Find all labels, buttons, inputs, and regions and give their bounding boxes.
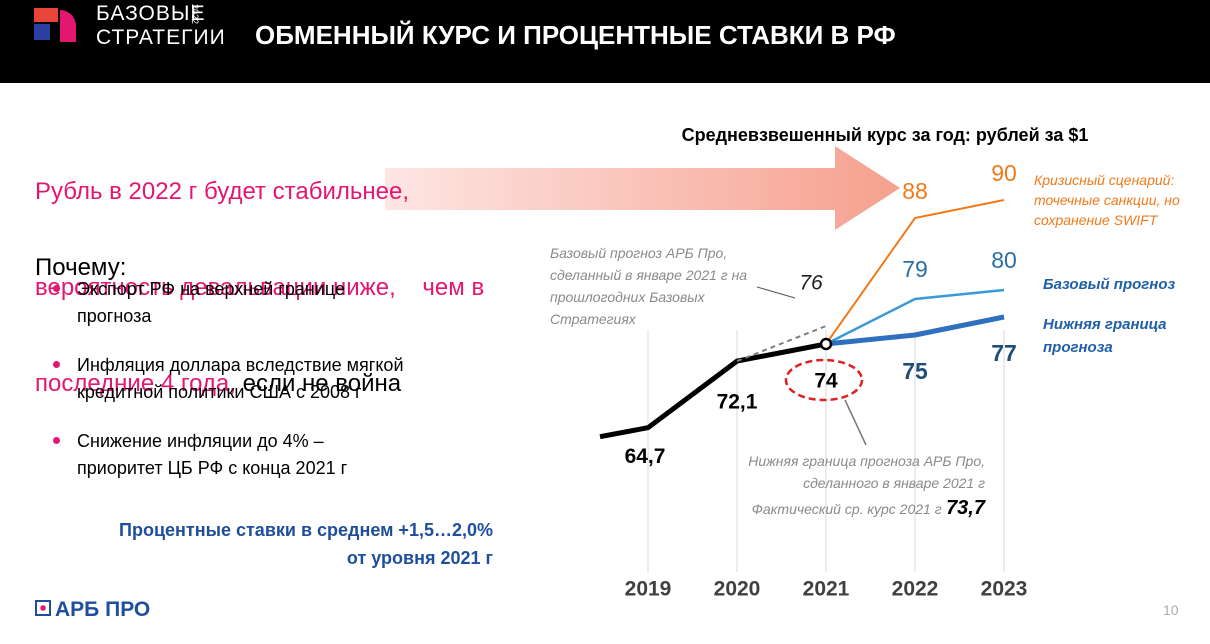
annotation: Базовый прогноз АРБ Про, сделанный в янв… [550, 245, 748, 327]
annotation: Нижняя граница прогноза АРБ Про, сделанн… [748, 453, 985, 491]
line-1 [736, 325, 827, 363]
lead-line: последние 4 года, если не война [35, 368, 484, 400]
legend-entry: Нижняя граница прогноза [1043, 316, 1167, 356]
bullet-line: Экспорт РФ на верхней границе [77, 279, 345, 299]
lead-text: последние 4 года, [35, 370, 236, 397]
bullet: Инфляция доллара вследствие мягкой кредит… [53, 352, 404, 406]
data-label: 74 [814, 370, 838, 393]
bullet: Снижение инфляции до 4% – приоритет ЦБ РФ… [53, 428, 404, 482]
header-bar [0, 0, 1210, 83]
line-4 [825, 314, 1005, 347]
logo-text: БАЗОВЫЕ [96, 2, 206, 25]
lead-tail: если не война [242, 370, 402, 397]
header-title: ОБМЕННЫЙ КУРС И ПРОЦЕНТНЫЕ СТАВКИ В РФ [255, 20, 896, 50]
logo-shape [34, 8, 58, 22]
lead-line: вероятность девальвации ниже, чем в [35, 274, 485, 301]
pointer [844, 399, 867, 446]
pointer [756, 286, 796, 299]
logo: БАЗОВЫЕ СТРАТЕГИИ [96, 2, 226, 50]
x-tick-label: 2020 [714, 578, 761, 601]
data-label: 77 [991, 340, 1017, 366]
data-label: 90 [991, 160, 1017, 186]
line-3 [825, 288, 1005, 346]
line-2 [825, 199, 1005, 345]
data-label: 76 [799, 272, 823, 295]
data-label: 64,7 [625, 445, 666, 468]
rates-line: от уровня 2021 г [346, 548, 493, 568]
x-tick-label: 2023 [981, 578, 1028, 601]
arrow [385, 146, 900, 230]
bullet: Экспорт РФ на верхней границе прогноза [53, 276, 404, 330]
annotation-value: 73,7 [946, 497, 985, 519]
data-label: 80 [991, 247, 1017, 273]
point [819, 337, 833, 351]
page-number: 10 [1163, 602, 1179, 618]
annotation-text: Фактический ср. курс 2021 г [751, 501, 942, 517]
logo-shape [34, 24, 50, 40]
highlight [784, 358, 864, 402]
rates: Процентные ставки в среднем +1,5…2,0% от… [119, 516, 493, 572]
bullet-line: приоритет ЦБ РФ с конца 2021 г [77, 458, 348, 478]
bullet-line: Снижение инфляции до 4% – [77, 431, 324, 451]
lead-line: Рубль в 2022 г будет стабильнее, [35, 178, 410, 205]
data-label: 79 [902, 256, 928, 282]
why-title: Почему: [35, 254, 127, 281]
rates-line: Процентные ставки в среднем +1,5…2,0% [119, 520, 493, 540]
x-tick-label: 2022 [892, 578, 939, 601]
logo-text: СТРАТЕГИИ [96, 26, 226, 49]
bullet-line: кредитной политики США с 2008 г [77, 382, 362, 402]
legend-entry: Базовый прогноз [1043, 276, 1176, 293]
annotation: Фактический ср. курс 2021 г 73,7 [700, 497, 985, 520]
x-tick-label: 2019 [625, 578, 672, 601]
logo-year: 2022 [190, 4, 200, 25]
why-list: Экспорт РФ на верхней границе прогноза Ин… [0, 276, 404, 504]
data-label: 75 [902, 358, 928, 384]
footer-brand: АРБ ПРО [35, 598, 150, 622]
chart-title: Средневзвешенный курс за год: рублей за … [682, 125, 1089, 145]
lead: Рубль в 2022 г будет стабильнее, вероятн… [35, 112, 484, 432]
brand-text: АРБ ПРО [55, 598, 151, 621]
logo-shape [60, 10, 76, 42]
bullet-line: прогноза [77, 306, 152, 326]
data-label: 72,1 [717, 391, 758, 414]
x-tick-label: 2021 [803, 578, 850, 601]
legend-entry: Кризисный сценарий: точечные санкции, но… [1034, 172, 1180, 228]
line-0 [599, 341, 827, 440]
bullet-line: Инфляция доллара вследствие мягкой [77, 355, 404, 375]
data-label: 88 [902, 178, 928, 204]
